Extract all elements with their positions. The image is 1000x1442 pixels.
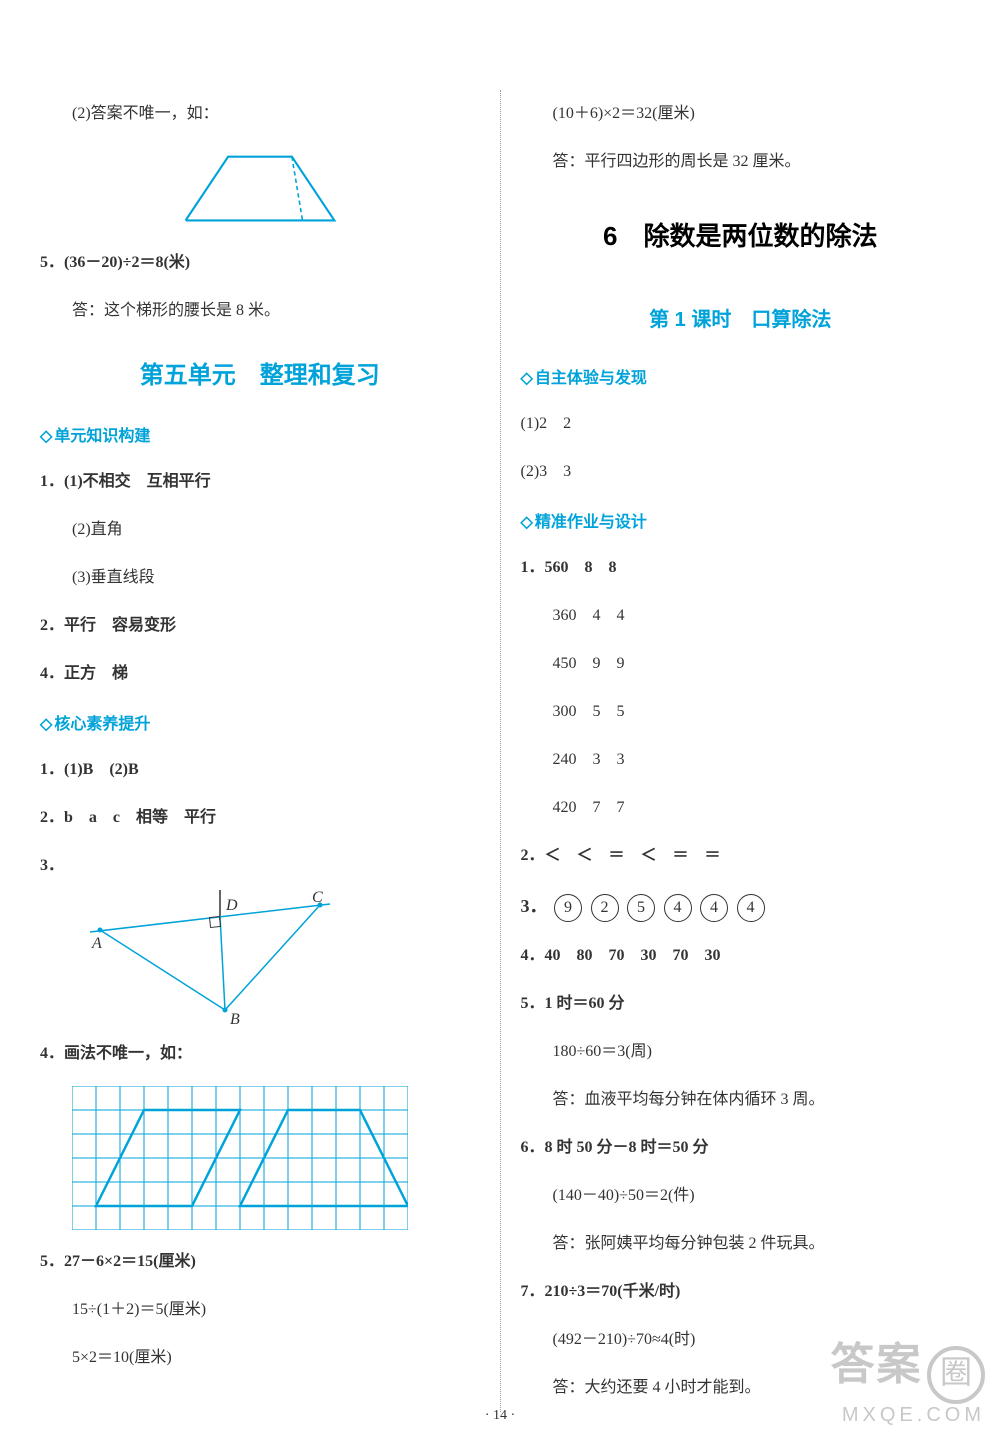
watermark-text: 答案 (831, 1340, 923, 1389)
text: 1．(1)B (2)B (40, 754, 480, 786)
text: (2)3 3 (521, 456, 961, 488)
page: (2)答案不唯一，如： 5．(36－20)÷2＝8(米) 答：这个梯形的腰长是 … (0, 0, 1000, 1442)
text: 4．正方 梯 (40, 658, 480, 690)
grid-diagram (72, 1086, 480, 1230)
lesson-heading: 第 1 课时 口算除法 (521, 303, 961, 332)
text: 答：张阿姨平均每分钟包装 2 件玩具。 (521, 1228, 961, 1260)
text: 4．画法不唯一，如： (40, 1038, 480, 1070)
section-label: 自主体验与发现 (521, 364, 961, 388)
text: (1)2 2 (521, 408, 961, 440)
right-column: (10＋6)×2＝32(厘米) 答：平行四边形的周长是 32 厘米。 6 除数是… (521, 90, 961, 1412)
chapter-heading: 6 除数是两位数的除法 (521, 216, 961, 253)
text: 450 9 9 (521, 648, 961, 680)
circle-num: 5 (627, 894, 655, 922)
text: 7．210÷3＝70(千米/时) (521, 1276, 961, 1308)
unit-heading: 第五单元 整理和复习 (40, 355, 480, 390)
circle-num: 4 (664, 894, 692, 922)
text: (140－40)÷50＝2(件) (521, 1180, 961, 1212)
left-column: (2)答案不唯一，如： 5．(36－20)÷2＝8(米) 答：这个梯形的腰长是 … (40, 90, 480, 1412)
text: (3)垂直线段 (40, 562, 480, 594)
text: 360 4 4 (521, 600, 961, 632)
text: 2．平行 容易变形 (40, 610, 480, 642)
text: (10＋6)×2＝32(厘米) (521, 98, 961, 130)
text: 4．40 80 70 30 70 30 (521, 940, 961, 972)
text: 1．(1)不相交 互相平行 (40, 466, 480, 498)
svg-text:B: B (230, 1011, 240, 1028)
circle-num: 4 (737, 894, 765, 922)
text: 15÷(1＋2)＝5(厘米) (40, 1294, 480, 1326)
trapezoid-diagram (160, 146, 360, 231)
section-label: 单元知识构建 (40, 422, 480, 446)
angle-diagram: A D C B (70, 890, 350, 1030)
circle-num: 4 (700, 894, 728, 922)
text: 2．＜ ＜ ＝ ＜ ＝ ＝ (521, 840, 961, 872)
section-label: 精准作业与设计 (521, 508, 961, 532)
watermark-url: MXQE.COM (831, 1404, 985, 1427)
text: 答：平行四边形的周长是 32 厘米。 (521, 146, 961, 178)
text: 6．8 时 50 分－8 时＝50 分 (521, 1132, 961, 1164)
text: 420 7 7 (521, 792, 961, 824)
text: 5．(36－20)÷2＝8(米) (40, 247, 480, 279)
watermark-circle: 圈 (927, 1346, 985, 1404)
text: 5．27－6×2＝15(厘米) (40, 1246, 480, 1278)
text: 3． (40, 850, 480, 882)
text: (2)直角 (40, 514, 480, 546)
text: (2)答案不唯一，如： (40, 98, 480, 130)
text: 5．1 时＝60 分 (521, 988, 961, 1020)
circle-num: 9 (554, 894, 582, 922)
text: 5×2＝10(厘米) (40, 1342, 480, 1374)
circle-num: 2 (591, 894, 619, 922)
svg-text:C: C (312, 890, 323, 906)
svg-text:A: A (91, 935, 102, 952)
text: 2．b a c 相等 平行 (40, 802, 480, 834)
text: 180÷60＝3(周) (521, 1036, 961, 1068)
text: 240 3 3 (521, 744, 961, 776)
watermark: 答案 圈 MXQE.COM (831, 1328, 985, 1427)
section-label: 核心素养提升 (40, 710, 480, 734)
text: 答：这个梯形的腰长是 8 米。 (40, 295, 480, 327)
column-divider (500, 90, 501, 1412)
text: 答：血液平均每分钟在体内循环 3 周。 (521, 1084, 961, 1116)
circled-answers: 3． 9 2 5 4 4 4 (521, 888, 961, 924)
text: 300 5 5 (521, 696, 961, 728)
svg-text:D: D (225, 897, 238, 914)
text: 1．560 8 8 (521, 552, 961, 584)
